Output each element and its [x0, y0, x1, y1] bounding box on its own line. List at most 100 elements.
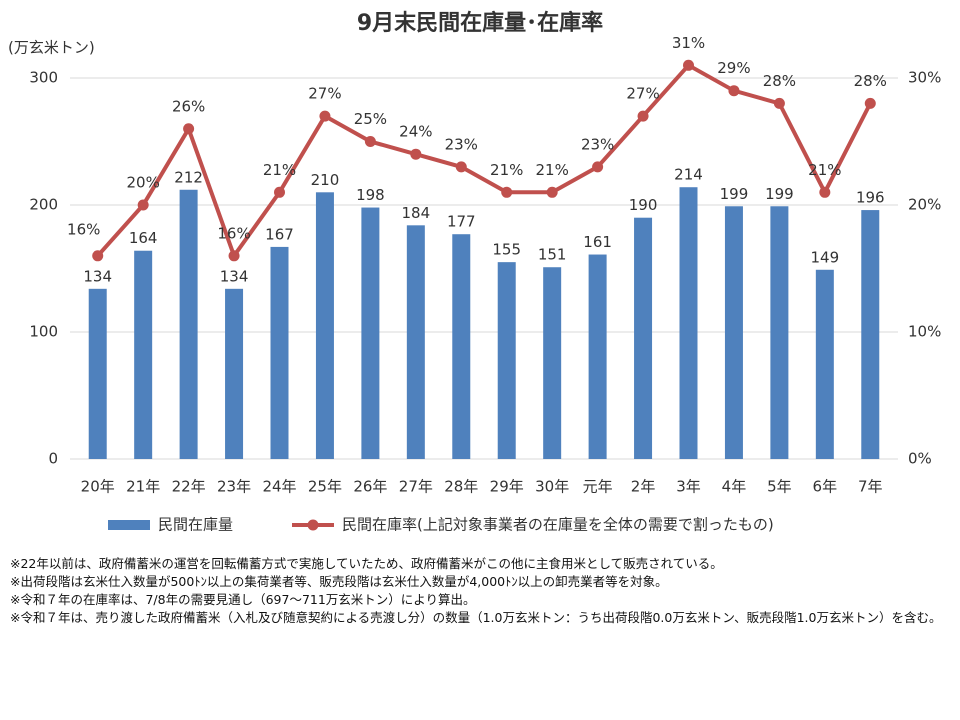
line-point [319, 110, 331, 122]
x-tick-label: 29年 [490, 478, 524, 496]
bar [179, 189, 198, 459]
bar-value-label: 134 [220, 267, 249, 285]
line-point [819, 186, 831, 198]
line-point [410, 148, 422, 160]
y2-tick-label: 20% [908, 196, 941, 214]
bar [724, 206, 743, 459]
bar-value-label: 161 [583, 233, 612, 251]
legend-swatch [307, 519, 319, 531]
x-tick-label: 5年 [767, 478, 792, 496]
line-point [683, 59, 694, 71]
line-point [592, 161, 604, 173]
bar-value-label: 155 [492, 241, 521, 259]
line-point [455, 161, 467, 173]
bar-value-label: 190 [629, 196, 658, 214]
bar [361, 207, 380, 459]
y-tick-label: 100 [29, 323, 58, 341]
line-value-label: 20% [126, 174, 159, 192]
line-point [637, 110, 649, 122]
bar-value-label: 151 [538, 246, 567, 264]
line-value-label: 16% [217, 224, 250, 242]
bar-value-label: 199 [720, 185, 749, 203]
legend-label: 民間在庫量 [158, 516, 233, 534]
bar-value-label: 177 [447, 213, 476, 231]
line-value-label: 21% [263, 161, 296, 179]
y-tick-label: 0 [48, 450, 58, 468]
x-tick-label: 22年 [172, 478, 206, 496]
line-point [137, 199, 149, 211]
x-tick-label: 3年 [676, 478, 701, 496]
line-value-label: 26% [172, 97, 205, 115]
line-point [728, 85, 740, 97]
line [96, 62, 873, 261]
bar-value-label: 167 [265, 225, 294, 243]
x-tick-label: 7年 [858, 478, 883, 496]
bar-value-label: 184 [402, 204, 431, 222]
bar-value-label: 196 [856, 189, 885, 207]
x-tick-label: 30年 [535, 478, 569, 496]
note: ※令和７年は、売り渡した政府備蓄米（入札及び随意契約による売渡し分）の数量（1.… [10, 610, 942, 625]
note: ※令和７年の在庫率は、7/8年の需要見通し（697～711万玄米トン）により算出… [10, 592, 476, 607]
bar [452, 234, 471, 459]
x-tick-label: 4年 [722, 478, 747, 496]
legend-swatch [108, 520, 150, 530]
line-point [773, 97, 785, 109]
x-tick-label: 2年 [631, 478, 656, 496]
x-tick-label: 23年 [217, 478, 251, 496]
x-tick-label: 28年 [444, 478, 478, 496]
line-value-label: 16% [67, 220, 100, 238]
x-tick-label: 27年 [399, 478, 433, 496]
bar-value-label: 164 [129, 229, 158, 247]
x-tick-label: 元年 [583, 478, 613, 496]
bar-value-label: 210 [311, 171, 340, 189]
line-point [864, 97, 876, 109]
bar [406, 225, 425, 459]
line-value-label: 27% [626, 85, 659, 103]
note: ※22年以前は、政府備蓄米の運営を回転備蓄方式で実施していたため、政府備蓄米がこ… [10, 556, 723, 571]
line-value-label: 27% [308, 85, 341, 103]
line-value-label: 28% [763, 72, 796, 90]
bar-value-label: 134 [83, 267, 112, 285]
bar [88, 288, 107, 459]
line-value-label: 23% [445, 135, 478, 153]
bar [679, 187, 698, 459]
bar-value-label: 149 [811, 248, 840, 266]
bar [861, 210, 880, 459]
y2-tick-label: 10% [908, 323, 941, 341]
line-point [274, 186, 285, 198]
line-value-label: 25% [354, 110, 387, 128]
bar [543, 267, 562, 459]
notes: ※22年以前は、政府備蓄米の運営を回転備蓄方式で実施していたため、政府備蓄米がこ… [10, 555, 945, 627]
bar [497, 262, 516, 459]
line-value-label: 28% [854, 72, 887, 90]
note: ※出荷段階は玄米仕入数量が500ﾄﾝ以上の集荷業者等、販売段階は玄米仕入数量が4… [10, 574, 668, 589]
y-tick-label: 200 [29, 196, 58, 214]
bar [225, 288, 244, 459]
bar-value-label: 214 [674, 166, 703, 184]
bar-value-label: 199 [765, 185, 794, 203]
line-value-label: 23% [581, 135, 614, 153]
line-point [228, 250, 240, 262]
line-point [546, 186, 558, 198]
x-tick-label: 25年 [308, 478, 342, 496]
y-axis-label: (万玄米トン) [8, 39, 95, 57]
bar [815, 269, 834, 459]
x-tick-label: 20年 [81, 478, 115, 496]
x-tick-label: 6年 [813, 478, 838, 496]
bar [134, 250, 153, 459]
line-value-label: 21% [490, 161, 523, 179]
x-tick-label: 26年 [353, 478, 387, 496]
bar [270, 246, 289, 459]
bar [770, 206, 789, 459]
y-tick-label: 300 [29, 69, 58, 87]
bar [634, 217, 653, 459]
line-value-label: 21% [535, 161, 568, 179]
y2-tick-label: 30% [908, 69, 941, 87]
legend-label: 民間在庫率(上記対象事業者の在庫量を全体の需要で割ったもの) [342, 516, 774, 534]
bar [588, 254, 607, 459]
line-point [364, 136, 376, 147]
line-value-label: 29% [717, 59, 750, 77]
bar-value-label: 212 [174, 168, 203, 186]
y2-tick-label: 0% [908, 450, 932, 468]
